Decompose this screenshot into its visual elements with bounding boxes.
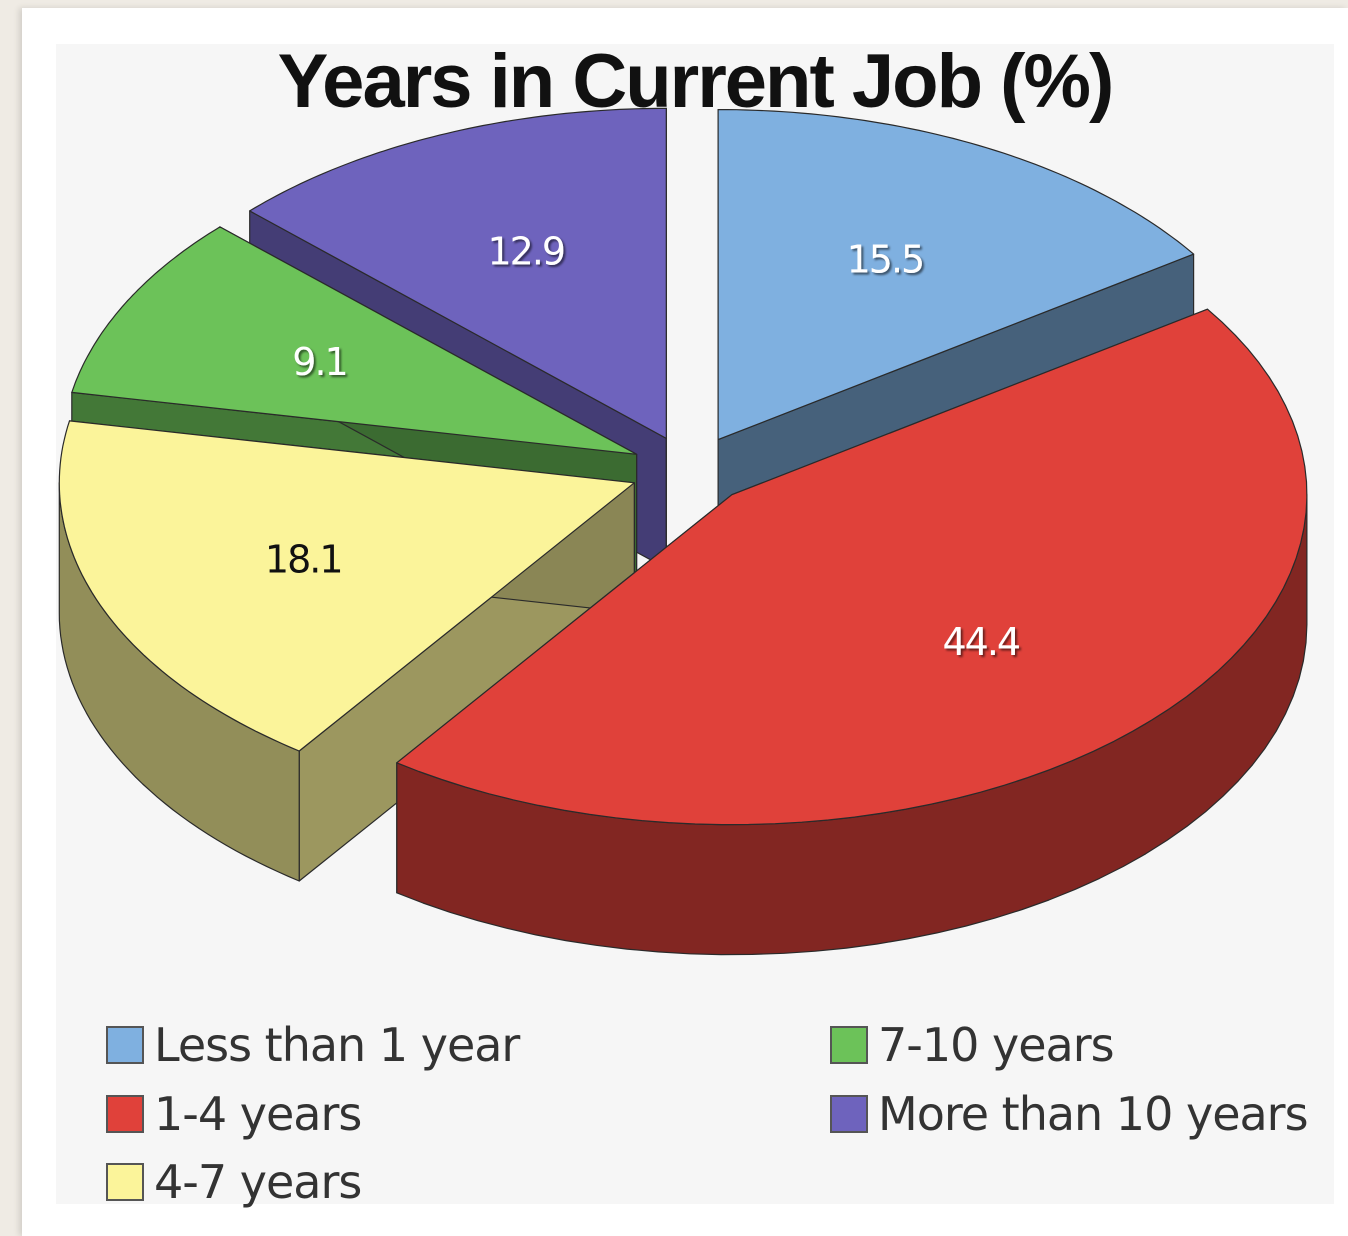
legend-label-4-7-years: 4-7 years	[154, 1155, 362, 1209]
legend-item-4-7-years: 4-7 years	[106, 1155, 362, 1209]
pie-top-4-7-years	[58, 420, 635, 752]
pie-value-labels: 15.5 44.4 18.1 9.1 12.9	[265, 229, 1022, 664]
legend-swatch-7-10-years	[830, 1026, 868, 1064]
pie-value-label-1-4-years: 44.4	[942, 620, 1019, 664]
legend-item-less-than-1-year: Less than 1 year	[106, 1018, 520, 1072]
legend-swatch-4-7-years	[106, 1163, 144, 1201]
legend-item-7-10-years: 7-10 years	[830, 1018, 1115, 1072]
legend-swatch-less-than-1-year	[106, 1026, 144, 1064]
legend-label-less-than-1-year: Less than 1 year	[154, 1018, 520, 1072]
pie-top-1-4-years	[396, 308, 1308, 826]
legend-item-more-than-10-years: More than 10 years	[830, 1087, 1309, 1141]
pie-slices	[58, 107, 1308, 956]
legend-swatch-more-than-10-years	[830, 1095, 868, 1133]
chart-title: Years in Current Job (%)	[277, 39, 1115, 124]
legend-item-1-4-years: 1-4 years	[106, 1087, 362, 1141]
legend-label-more-than-10-years: More than 10 years	[878, 1087, 1309, 1141]
pie-value-label-4-7-years: 18.1	[265, 538, 342, 582]
pie-value-label-7-10-years: 9.1	[292, 340, 346, 384]
pie-top-less-than-1-year	[717, 109, 1195, 441]
pie-top-more-than-10-years	[249, 107, 667, 439]
legend-label-1-4-years: 1-4 years	[154, 1087, 362, 1141]
legend-swatch-1-4-years	[106, 1095, 144, 1133]
pie-slice-1-4-years	[396, 308, 1308, 956]
pie-top-7-10-years	[71, 226, 638, 455]
pie-value-label-less-than-1-year: 15.5	[847, 238, 924, 282]
pie-slice-4-7-years	[58, 420, 635, 882]
pie-value-label-more-than-10-years: 12.9	[487, 229, 564, 273]
legend-label-7-10-years: 7-10 years	[878, 1018, 1115, 1072]
